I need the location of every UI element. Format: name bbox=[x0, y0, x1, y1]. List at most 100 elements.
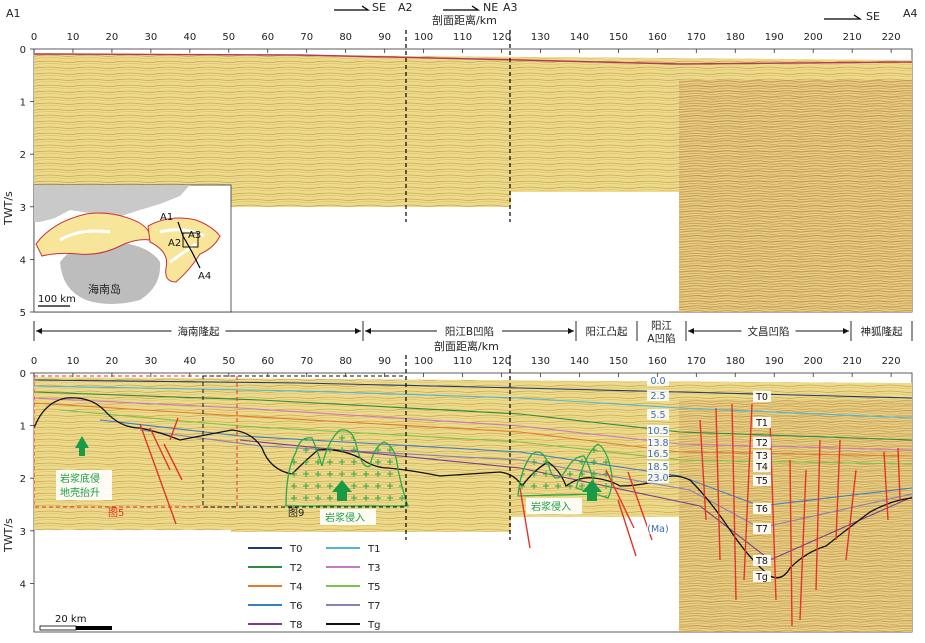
uplift-label: 地壳抬升 bbox=[60, 486, 100, 499]
fault-line bbox=[799, 469, 807, 621]
top-seismic-deep-basin bbox=[679, 80, 912, 312]
zone-label: A凹陷 bbox=[647, 332, 675, 345]
horizon-label: T3 bbox=[755, 451, 768, 462]
x-tick-label: 20 bbox=[106, 356, 119, 367]
top-y-axis-label: TWT/s bbox=[2, 191, 15, 226]
legend-label: T2 bbox=[289, 563, 302, 574]
legend-label: T1 bbox=[367, 544, 380, 555]
fault-line bbox=[617, 499, 637, 557]
y-tick-label: 1 bbox=[20, 422, 26, 433]
inset-island-land bbox=[60, 240, 161, 304]
age-label: 5.5 bbox=[650, 410, 665, 421]
x-tick-label: 110 bbox=[453, 32, 472, 43]
fault-line bbox=[845, 469, 857, 561]
fault-line bbox=[789, 459, 793, 627]
label-se-2: SE bbox=[866, 10, 880, 23]
inset-label-a4: A4 bbox=[198, 271, 211, 282]
intrusion-label-2: 岩浆侵入 bbox=[531, 500, 571, 513]
age-label: 18.5 bbox=[647, 462, 668, 473]
x-tick-label: 210 bbox=[843, 356, 862, 367]
fault-line bbox=[815, 439, 821, 591]
x-tick-label: 120 bbox=[492, 356, 511, 367]
x-tick-label: 20 bbox=[106, 32, 119, 43]
horizon-label-bg bbox=[753, 417, 771, 428]
horizon-line bbox=[33, 385, 913, 419]
legend-label: T8 bbox=[289, 620, 302, 631]
label-a1: A1 bbox=[6, 7, 21, 20]
age-label-bg bbox=[647, 375, 669, 386]
age-label-bg bbox=[647, 437, 669, 448]
bottom-panel: 岩浆底侵 地壳抬升 岩浆侵入 岩浆侵入 图5 图9 0.02.55.510.51… bbox=[2, 339, 913, 633]
x-tick-label: 130 bbox=[531, 32, 550, 43]
uplift-arrow-3 bbox=[582, 480, 602, 501]
x-tick-label: 220 bbox=[882, 32, 901, 43]
x-tick-label: 80 bbox=[339, 356, 352, 367]
x-tick-label: 0 bbox=[31, 32, 37, 43]
x-tick-label: 10 bbox=[67, 32, 80, 43]
x-tick-label: 90 bbox=[378, 356, 391, 367]
zone-label: 文昌凹陷 bbox=[748, 325, 790, 338]
intrusion-label-box-1 bbox=[320, 509, 376, 525]
zone-arrow-head bbox=[568, 328, 574, 334]
legend-label: T6 bbox=[289, 601, 302, 612]
x-tick-label: 80 bbox=[339, 32, 352, 43]
inset-label-a1: A1 bbox=[160, 212, 173, 223]
age-label-bg bbox=[647, 425, 669, 436]
fault-line bbox=[715, 407, 721, 561]
fig5-box bbox=[33, 375, 238, 508]
horizon-label: T2 bbox=[755, 438, 768, 449]
x-tick-label: 160 bbox=[648, 356, 667, 367]
fig9-label: 图9 bbox=[288, 507, 304, 519]
x-tick-label: 170 bbox=[687, 32, 706, 43]
top-y-ticks: 0 1 2 3 4 5 bbox=[20, 45, 34, 319]
age-label-bg bbox=[647, 390, 669, 401]
x-tick-label: 190 bbox=[765, 32, 784, 43]
zone-arrow-head bbox=[355, 328, 361, 334]
x-tick-label: 180 bbox=[726, 356, 745, 367]
x-tick-label: 130 bbox=[531, 356, 550, 367]
y-tick-label: 3 bbox=[20, 203, 26, 214]
arrow-se-2 bbox=[824, 14, 863, 20]
bottom-y-axis-label: TWT/s bbox=[2, 518, 15, 553]
inset-island-label: 海南岛 bbox=[88, 282, 121, 296]
location-inset-map: A1 A2 A3 A4 海南岛 100 km bbox=[33, 184, 232, 313]
zone-arrow-head bbox=[36, 328, 42, 334]
intrusion-label-1: 岩浆侵入 bbox=[325, 511, 365, 524]
age-label: 0.0 bbox=[650, 376, 665, 387]
top-sea-floor bbox=[33, 53, 913, 65]
y-tick-label: 0 bbox=[20, 369, 26, 380]
underplating-label-box bbox=[56, 470, 112, 500]
inset-scale-label: 100 km bbox=[38, 294, 76, 305]
horizon-label-bg bbox=[753, 555, 771, 566]
inset-land-mainland bbox=[34, 185, 190, 222]
arrow-se-1 bbox=[334, 5, 371, 11]
uplift-arrow-1 bbox=[75, 436, 89, 456]
legend-label: T4 bbox=[289, 582, 302, 593]
x-tick-label: 10 bbox=[67, 356, 80, 367]
x-tick-label: 30 bbox=[145, 356, 158, 367]
age-label: 2.5 bbox=[650, 391, 665, 402]
x-tick-label: 120 bbox=[492, 32, 511, 43]
age-label-bg bbox=[647, 523, 669, 534]
y-tick-label: 4 bbox=[20, 579, 26, 590]
horizon-label: Tg bbox=[755, 572, 768, 583]
x-tick-label: 170 bbox=[687, 356, 706, 367]
fault-line bbox=[835, 439, 841, 541]
horizon-label: T4 bbox=[755, 462, 768, 473]
fault-line bbox=[519, 487, 531, 549]
fault-lines bbox=[139, 403, 901, 627]
horizon-label: T1 bbox=[755, 418, 768, 429]
horizon-label-bg bbox=[753, 475, 771, 486]
x-tick-label: 100 bbox=[414, 32, 433, 43]
inset-label-a3: A3 bbox=[188, 230, 201, 241]
x-tick-label: 60 bbox=[261, 32, 274, 43]
intrusion-label-box-2 bbox=[526, 498, 582, 514]
bottom-y-ticks: 0 1 2 3 4 bbox=[20, 369, 34, 590]
horizon-label-bg bbox=[753, 450, 771, 461]
x-tick-label: 110 bbox=[453, 356, 472, 367]
top-x-ticks: 0 10 20 30 40 50 60 70 80 90 100 110 120 130 140 150 160… bbox=[31, 32, 901, 53]
x-tick-label: 210 bbox=[843, 32, 862, 43]
zone-arrow-head bbox=[365, 328, 371, 334]
legend-label: T3 bbox=[367, 563, 380, 574]
